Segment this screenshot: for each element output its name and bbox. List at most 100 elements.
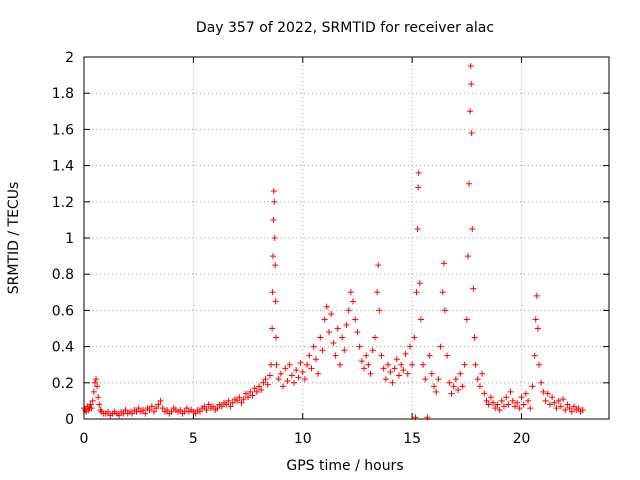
data-point [571,403,577,410]
data-point [332,352,339,359]
data-point [157,397,164,404]
data-point [93,376,100,383]
data-point [286,361,293,368]
data-point [470,285,477,292]
data-point [437,343,444,350]
data-point [140,406,147,413]
data-point [164,406,171,413]
data-point [183,405,190,412]
y-tick-label: 1.2 [52,195,74,211]
x-tick-label: 10 [294,431,312,447]
data-point [306,352,313,359]
data-point [551,399,558,406]
data-point [485,401,492,408]
data-point [223,401,230,408]
data-point [203,406,210,413]
data-point [304,361,311,368]
data-point [251,385,258,392]
data-point [326,329,332,336]
data-point [297,359,304,366]
data-point [272,262,279,269]
x-tick-label: 20 [513,431,531,447]
data-point [402,350,409,357]
data-point [433,388,440,395]
data-point [487,394,494,401]
data-point [533,292,540,299]
data-point [415,169,422,176]
data-point [466,180,472,187]
data-point [444,352,451,359]
data-point [564,401,571,408]
data-point [264,381,271,388]
data-point [339,334,346,341]
y-tick-labels: 0 0.2 0.4 0.6 0.8 1 1.2 1.4 1.6 1.8 2 [52,50,74,428]
data-point [260,379,267,386]
data-point [380,365,387,372]
data-point [467,108,474,115]
data-point [270,216,277,223]
data-point [417,316,424,323]
y-tick-label: 0.2 [52,376,74,392]
data-point [196,408,203,415]
data-point [503,394,510,401]
data-point [514,399,521,406]
y-tick-label: 1.6 [52,122,74,138]
data-point [435,376,442,383]
data-point [249,392,256,399]
data-point [391,365,398,372]
data-point [505,401,512,408]
data-point [544,390,551,397]
data-point [269,289,276,296]
data-point [284,377,291,384]
data-point [446,379,453,386]
y-tick-label: 2 [65,50,74,66]
data-point [525,397,532,404]
data-point [498,397,505,404]
data-point [490,399,497,406]
data-point [146,406,153,413]
data-point [363,352,370,359]
data-point [218,403,225,410]
data-point [148,403,155,410]
data-point [354,329,361,336]
data-point [469,225,476,232]
data-point [426,352,433,359]
data-point [538,379,545,386]
y-tick-label: 1.4 [52,159,74,175]
data-point [464,253,471,260]
data-point [529,383,536,390]
data-point [532,316,539,323]
data-point [159,405,166,412]
data-point [336,361,343,368]
data-point [371,334,378,341]
data-point [455,387,462,394]
data-point [441,307,448,314]
data-point [116,412,122,419]
data-point [494,401,501,408]
data-point [509,397,516,404]
data-point [398,361,405,368]
data-point [205,401,212,408]
data-point [471,334,478,341]
y-axis-label: SRMTID / TECUs [6,182,22,295]
data-point [518,394,525,401]
data-point [275,376,282,383]
data-point [542,397,549,404]
data-point [414,225,421,232]
data-point [452,376,459,383]
data-point [393,356,400,363]
data-point [369,347,376,354]
data-point [210,403,217,410]
data-point [90,388,97,395]
data-point [258,387,265,394]
data-point [122,406,129,413]
data-point [317,334,324,341]
data-point [253,388,260,395]
data-point [450,383,457,390]
data-point [461,361,468,368]
data-point [579,406,586,413]
y-tick-label: 0.8 [52,267,74,283]
chart-title: Day 357 of 2022, SRMTID for receiver ala… [196,20,494,36]
data-point [323,303,330,310]
